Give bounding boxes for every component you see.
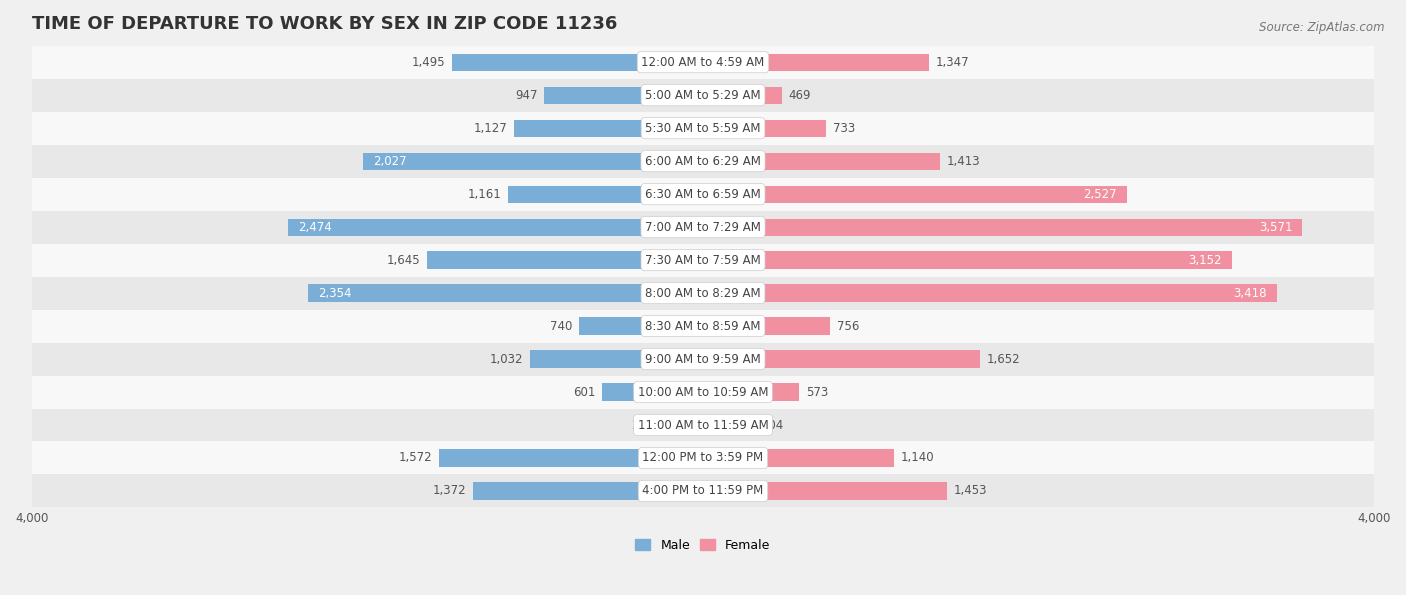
Bar	[703, 152, 941, 170]
Bar	[32, 375, 1374, 409]
Text: 12:00 AM to 4:59 AM: 12:00 AM to 4:59 AM	[641, 56, 765, 68]
Text: 257: 257	[631, 418, 654, 431]
Bar	[703, 483, 946, 500]
Text: 3,418: 3,418	[1233, 287, 1267, 299]
Text: Source: ZipAtlas.com: Source: ZipAtlas.com	[1260, 21, 1385, 34]
Text: 947: 947	[515, 89, 537, 102]
Bar	[602, 383, 703, 400]
Text: 9:00 AM to 9:59 AM: 9:00 AM to 9:59 AM	[645, 352, 761, 365]
Bar	[513, 120, 703, 137]
Text: 733: 733	[832, 121, 855, 134]
Text: 1,652: 1,652	[987, 352, 1021, 365]
Text: 7:00 AM to 7:29 AM: 7:00 AM to 7:29 AM	[645, 221, 761, 234]
Text: 7:30 AM to 7:59 AM: 7:30 AM to 7:59 AM	[645, 253, 761, 267]
Text: 601: 601	[574, 386, 595, 399]
Bar	[472, 483, 703, 500]
Text: 756: 756	[837, 320, 859, 333]
Bar	[439, 449, 703, 466]
Bar	[32, 211, 1374, 243]
Text: 1,161: 1,161	[468, 187, 502, 201]
Bar	[508, 186, 703, 203]
Bar	[32, 309, 1374, 343]
Bar	[427, 252, 703, 269]
Bar	[703, 120, 825, 137]
Bar	[530, 350, 703, 368]
Bar	[288, 218, 703, 236]
Text: 3,571: 3,571	[1258, 221, 1292, 234]
Text: 1,645: 1,645	[387, 253, 420, 267]
Bar	[703, 186, 1128, 203]
Text: 8:30 AM to 8:59 AM: 8:30 AM to 8:59 AM	[645, 320, 761, 333]
Bar	[363, 152, 703, 170]
Text: TIME OF DEPARTURE TO WORK BY SEX IN ZIP CODE 11236: TIME OF DEPARTURE TO WORK BY SEX IN ZIP …	[32, 15, 617, 33]
Text: 1,495: 1,495	[412, 56, 446, 68]
Bar	[32, 243, 1374, 277]
Text: 2,027: 2,027	[373, 155, 406, 168]
Text: 1,413: 1,413	[946, 155, 980, 168]
Text: 1,453: 1,453	[953, 484, 987, 497]
Bar	[32, 409, 1374, 441]
Text: 6:00 AM to 6:29 AM: 6:00 AM to 6:29 AM	[645, 155, 761, 168]
Text: 12:00 PM to 3:59 PM: 12:00 PM to 3:59 PM	[643, 452, 763, 465]
Bar	[703, 318, 830, 334]
Bar	[703, 218, 1302, 236]
Bar	[703, 449, 894, 466]
Bar	[703, 383, 799, 400]
Text: 1,127: 1,127	[474, 121, 508, 134]
Text: 573: 573	[806, 386, 828, 399]
Bar	[32, 178, 1374, 211]
Text: 1,372: 1,372	[433, 484, 465, 497]
Bar	[32, 46, 1374, 79]
Bar	[32, 441, 1374, 474]
Text: 5:30 AM to 5:59 AM: 5:30 AM to 5:59 AM	[645, 121, 761, 134]
Bar	[308, 284, 703, 302]
Text: 1,140: 1,140	[901, 452, 935, 465]
Text: 6:30 AM to 6:59 AM: 6:30 AM to 6:59 AM	[645, 187, 761, 201]
Text: 1,032: 1,032	[489, 352, 523, 365]
Bar	[703, 284, 1277, 302]
Bar	[32, 474, 1374, 508]
Bar	[32, 145, 1374, 178]
Bar	[659, 416, 703, 434]
Text: 11:00 AM to 11:59 AM: 11:00 AM to 11:59 AM	[638, 418, 768, 431]
Text: 1,347: 1,347	[936, 56, 969, 68]
Bar	[703, 350, 980, 368]
Text: 2,474: 2,474	[298, 221, 332, 234]
Text: 10:00 AM to 10:59 AM: 10:00 AM to 10:59 AM	[638, 386, 768, 399]
Text: 5:00 AM to 5:29 AM: 5:00 AM to 5:29 AM	[645, 89, 761, 102]
Legend: Male, Female: Male, Female	[630, 534, 776, 557]
Bar	[32, 79, 1374, 112]
Text: 2,354: 2,354	[318, 287, 352, 299]
Text: 304: 304	[761, 418, 783, 431]
Bar	[703, 252, 1232, 269]
Text: 3,152: 3,152	[1188, 253, 1222, 267]
Bar	[703, 416, 754, 434]
Bar	[703, 54, 929, 71]
Text: 740: 740	[550, 320, 572, 333]
Text: 469: 469	[789, 89, 811, 102]
Bar	[703, 86, 782, 104]
Bar	[579, 318, 703, 334]
Text: 4:00 PM to 11:59 PM: 4:00 PM to 11:59 PM	[643, 484, 763, 497]
Bar	[32, 343, 1374, 375]
Text: 8:00 AM to 8:29 AM: 8:00 AM to 8:29 AM	[645, 287, 761, 299]
Bar	[32, 277, 1374, 309]
Bar	[32, 112, 1374, 145]
Text: 2,527: 2,527	[1084, 187, 1116, 201]
Bar	[453, 54, 703, 71]
Text: 1,572: 1,572	[399, 452, 433, 465]
Bar	[544, 86, 703, 104]
